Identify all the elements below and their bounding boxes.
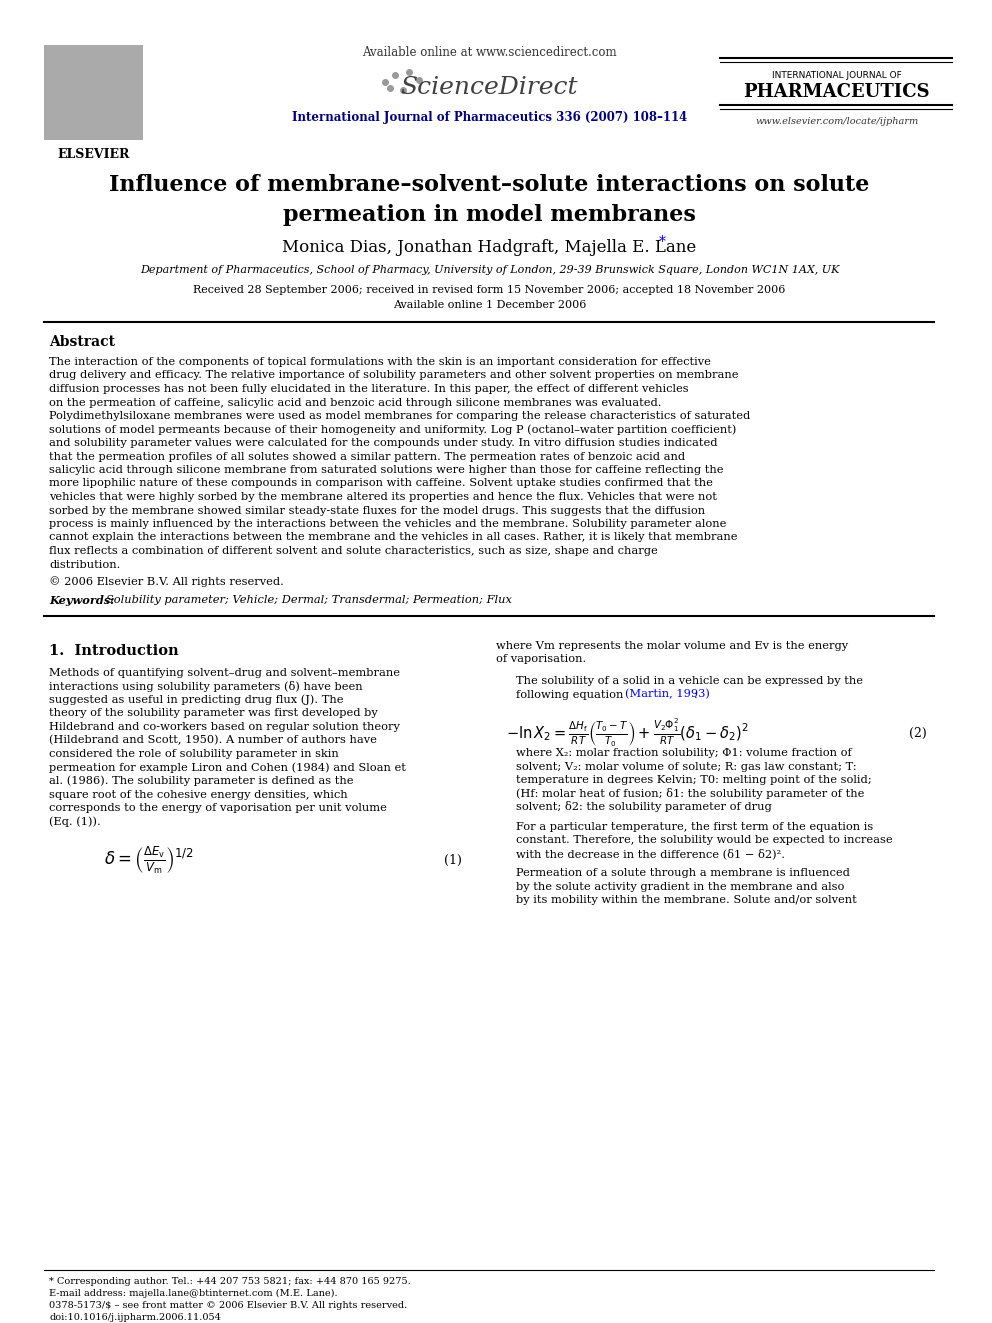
Text: corresponds to the energy of vaporisation per unit volume: corresponds to the energy of vaporisatio… xyxy=(50,803,387,814)
Text: Polydimethylsiloxane membranes were used as model membranes for comparing the re: Polydimethylsiloxane membranes were used… xyxy=(50,411,751,421)
Text: process is mainly influenced by the interactions between the vehicles and the me: process is mainly influenced by the inte… xyxy=(50,519,727,529)
Text: Keywords:: Keywords: xyxy=(50,594,115,606)
Text: permeation for example Liron and Cohen (1984) and Sloan et: permeation for example Liron and Cohen (… xyxy=(50,762,406,773)
Text: $-\ln X_2 = \frac{\Delta H_{\rm f}}{RT}\left(\frac{T_0 - T}{T_0}\right) + \frac{: $-\ln X_2 = \frac{\Delta H_{\rm f}}{RT}\… xyxy=(506,717,749,749)
Text: with the decrease in the difference (δ1 − δ2)².: with the decrease in the difference (δ1 … xyxy=(516,848,785,859)
Text: E-mail address: majella.lane@btinternet.com (M.E. Lane).: E-mail address: majella.lane@btinternet.… xyxy=(50,1289,338,1298)
Text: International Journal of Pharmaceutics 336 (2007) 108–114: International Journal of Pharmaceutics 3… xyxy=(292,111,687,124)
Text: Received 28 September 2006; received in revised form 15 November 2006; accepted : Received 28 September 2006; received in … xyxy=(193,284,786,295)
Text: and solubility parameter values were calculated for the compounds under study. I: and solubility parameter values were cal… xyxy=(50,438,718,448)
Text: sorbed by the membrane showed similar steady-state fluxes for the model drugs. T: sorbed by the membrane showed similar st… xyxy=(50,505,705,516)
Text: theory of the solubility parameter was first developed by: theory of the solubility parameter was f… xyxy=(50,709,378,718)
Text: cannot explain the interactions between the membrane and the vehicles in all cas: cannot explain the interactions between … xyxy=(50,532,738,542)
Text: where X₂: molar fraction solubility; Φ1: volume fraction of: where X₂: molar fraction solubility; Φ1:… xyxy=(516,747,852,758)
Text: on the permeation of caffeine, salicylic acid and benzoic acid through silicone : on the permeation of caffeine, salicylic… xyxy=(50,397,662,407)
Text: (1): (1) xyxy=(444,853,462,867)
Text: ScienceDirect: ScienceDirect xyxy=(401,77,578,99)
Text: *: * xyxy=(659,235,666,249)
Text: solvent; V₂: molar volume of solute; R: gas law constant; T:: solvent; V₂: molar volume of solute; R: … xyxy=(516,762,857,771)
Text: :: : xyxy=(693,689,697,700)
Bar xyxy=(45,45,143,140)
Text: distribution.: distribution. xyxy=(50,560,121,569)
Text: temperature in degrees Kelvin; T0: melting point of the solid;: temperature in degrees Kelvin; T0: melti… xyxy=(516,775,872,785)
Text: (Eq. (1)).: (Eq. (1)). xyxy=(50,816,101,827)
Text: by its mobility within the membrane. Solute and/or solvent: by its mobility within the membrane. Sol… xyxy=(516,894,857,905)
Text: solvent; δ2: the solubility parameter of drug: solvent; δ2: the solubility parameter of… xyxy=(516,802,772,812)
Text: www.elsevier.com/locate/ijpharm: www.elsevier.com/locate/ijpharm xyxy=(755,118,919,127)
Text: of vaporisation.: of vaporisation. xyxy=(496,655,586,664)
Text: ELSEVIER: ELSEVIER xyxy=(58,148,130,161)
Text: (Hf: molar heat of fusion; δ1: the solubility parameter of the: (Hf: molar heat of fusion; δ1: the solub… xyxy=(516,789,864,799)
Text: Methods of quantifying solvent–drug and solvent–membrane: Methods of quantifying solvent–drug and … xyxy=(50,668,401,677)
Text: Permeation of a solute through a membrane is influenced: Permeation of a solute through a membran… xyxy=(516,868,850,878)
Text: vehicles that were highly sorbed by the membrane altered its properties and henc: vehicles that were highly sorbed by the … xyxy=(50,492,717,501)
Text: * Corresponding author. Tel.: +44 207 753 5821; fax: +44 870 165 9275.: * Corresponding author. Tel.: +44 207 75… xyxy=(50,1278,411,1286)
Text: following equation: following equation xyxy=(516,689,627,700)
Text: doi:10.1016/j.ijpharm.2006.11.054: doi:10.1016/j.ijpharm.2006.11.054 xyxy=(50,1312,221,1322)
Text: Monica Dias, Jonathan Hadgraft, Majella E. Lane: Monica Dias, Jonathan Hadgraft, Majella … xyxy=(283,239,696,257)
Text: The solubility of a solid in a vehicle can be expressed by the: The solubility of a solid in a vehicle c… xyxy=(516,676,863,687)
Text: PHARMACEUTICS: PHARMACEUTICS xyxy=(743,83,930,101)
Text: solutions of model permeants because of their homogeneity and uniformity. Log P : solutions of model permeants because of … xyxy=(50,425,737,435)
Text: $\delta = \left(\frac{\Delta E_{\rm v}}{V_{\rm m}}\right)^{1/2}$: $\delta = \left(\frac{\Delta E_{\rm v}}{… xyxy=(103,844,193,876)
Text: constant. Therefore, the solubility would be expected to increase: constant. Therefore, the solubility woul… xyxy=(516,835,893,845)
Text: (Martin, 1993): (Martin, 1993) xyxy=(625,689,709,700)
Text: Available online at www.sciencedirect.com: Available online at www.sciencedirect.co… xyxy=(362,45,617,58)
Text: where Vm represents the molar volume and Ev is the energy: where Vm represents the molar volume and… xyxy=(496,642,848,651)
Text: © 2006 Elsevier B.V. All rights reserved.: © 2006 Elsevier B.V. All rights reserved… xyxy=(50,577,285,587)
Text: interactions using solubility parameters (δ) have been: interactions using solubility parameters… xyxy=(50,681,363,692)
Text: drug delivery and efficacy. The relative importance of solubility parameters and: drug delivery and efficacy. The relative… xyxy=(50,370,739,381)
Text: The interaction of the components of topical formulations with the skin is an im: The interaction of the components of top… xyxy=(50,357,711,366)
Text: 1.  Introduction: 1. Introduction xyxy=(50,644,179,658)
Text: (Hildebrand and Scott, 1950). A number of authors have: (Hildebrand and Scott, 1950). A number o… xyxy=(50,736,377,746)
Text: Influence of membrane–solvent–solute interactions on solute: Influence of membrane–solvent–solute int… xyxy=(109,175,870,196)
Text: by the solute activity gradient in the membrane and also: by the solute activity gradient in the m… xyxy=(516,881,844,892)
Text: permeation in model membranes: permeation in model membranes xyxy=(283,204,695,226)
Text: more lipophilic nature of these compounds in comparison with caffeine. Solvent u: more lipophilic nature of these compound… xyxy=(50,479,713,488)
Text: 0378-5173/$ – see front matter © 2006 Elsevier B.V. All rights reserved.: 0378-5173/$ – see front matter © 2006 El… xyxy=(50,1302,408,1311)
Text: Department of Pharmaceutics, School of Pharmacy, University of London, 29-39 Bru: Department of Pharmaceutics, School of P… xyxy=(140,265,839,275)
Text: flux reflects a combination of different solvent and solute characteristics, suc: flux reflects a combination of different… xyxy=(50,546,658,556)
Text: diffusion processes has not been fully elucidated in the literature. In this pap: diffusion processes has not been fully e… xyxy=(50,384,689,394)
Text: salicylic acid through silicone membrane from saturated solutions were higher th: salicylic acid through silicone membrane… xyxy=(50,464,724,475)
Text: Abstract: Abstract xyxy=(50,335,115,349)
Text: Solubility parameter; Vehicle; Dermal; Transdermal; Permeation; Flux: Solubility parameter; Vehicle; Dermal; T… xyxy=(105,595,512,605)
Text: that the permeation profiles of all solutes showed a similar pattern. The permea: that the permeation profiles of all solu… xyxy=(50,451,685,462)
Text: For a particular temperature, the first term of the equation is: For a particular temperature, the first … xyxy=(516,822,873,831)
Text: (2): (2) xyxy=(909,726,927,740)
Text: considered the role of solubility parameter in skin: considered the role of solubility parame… xyxy=(50,749,339,759)
Text: square root of the cohesive energy densities, which: square root of the cohesive energy densi… xyxy=(50,790,348,799)
Text: Hildebrand and co-workers based on regular solution theory: Hildebrand and co-workers based on regul… xyxy=(50,722,400,732)
Text: Available online 1 December 2006: Available online 1 December 2006 xyxy=(393,300,586,310)
Text: suggested as useful in predicting drug flux (J). The: suggested as useful in predicting drug f… xyxy=(50,695,344,705)
Text: INTERNATIONAL JOURNAL OF: INTERNATIONAL JOURNAL OF xyxy=(772,70,902,79)
Text: al. (1986). The solubility parameter is defined as the: al. (1986). The solubility parameter is … xyxy=(50,775,354,786)
